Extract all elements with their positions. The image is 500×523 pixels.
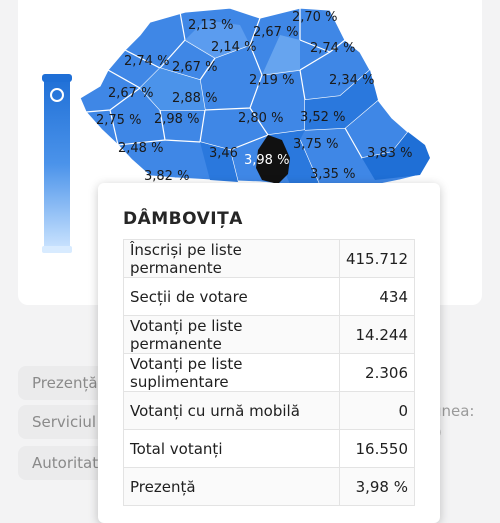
table-row: Secții de votare 434 <box>123 277 416 316</box>
map-label: 2,34 % <box>329 73 374 88</box>
row-value: 2.306 <box>338 353 416 392</box>
side-text-line1: unea: <box>432 402 475 420</box>
map-label: 2,74 % <box>124 54 169 69</box>
table-row: Total votanți 16.550 <box>123 429 416 468</box>
legend-handle[interactable] <box>50 88 64 102</box>
map-selected-label: 3,98 % <box>244 153 289 168</box>
row-label: Votanți pe liste suplimentare <box>123 353 340 392</box>
tooltip-title: DÂMBOVIȚA <box>123 209 243 229</box>
legend-color-scale <box>44 76 70 252</box>
map-label: 3,46 <box>209 146 238 161</box>
legend-bottom-cap <box>42 246 72 253</box>
map-label: 3,35 % <box>310 167 355 182</box>
table-row: Votanți pe liste permanente 14.244 <box>123 315 416 354</box>
row-label: Înscriși pe liste permanente <box>123 239 340 278</box>
map-label: 2,74 % <box>310 41 355 56</box>
county-tooltip: DÂMBOVIȚA Înscriși pe liste permanente 41… <box>98 183 440 523</box>
map-label: 2,48 % <box>118 141 163 156</box>
map-label: 2,13 % <box>188 18 233 33</box>
map-label: 2,67 % <box>108 86 153 101</box>
row-label: Total votanți <box>123 429 340 468</box>
map-label: 3,83 % <box>367 146 412 161</box>
row-label: Secții de votare <box>123 277 340 316</box>
row-value: 434 <box>338 277 416 316</box>
row-value: 16.550 <box>338 429 416 468</box>
map-label: 2,14 % <box>211 40 256 55</box>
legend-top-cap <box>42 74 72 82</box>
map-label: 2,67 % <box>172 60 217 75</box>
table-row: Votanți pe liste suplimentare 2.306 <box>123 353 416 392</box>
map-label: 2,88 % <box>172 91 217 106</box>
row-value: 415.712 <box>338 239 416 278</box>
map-label: 2,80 % <box>238 111 283 126</box>
county-stats-table: Înscriși pe liste permanente 415.712 Secț… <box>123 239 416 506</box>
map-label: 2,75 % <box>96 113 141 128</box>
map-label: 3,75 % <box>293 137 338 152</box>
map-label: 3,82 % <box>144 169 189 184</box>
row-value: 0 <box>338 391 416 430</box>
map-label: 3,52 % <box>300 110 345 125</box>
map-label: 2,67 % <box>253 25 298 40</box>
map-county-dambovita[interactable] <box>256 135 290 184</box>
table-row: Votanți cu urnă mobilă 0 <box>123 391 416 430</box>
map-label: 2,19 % <box>249 73 294 88</box>
row-value: 14.244 <box>338 315 416 354</box>
row-label: Votanți cu urnă mobilă <box>123 391 340 430</box>
map-label: 2,98 % <box>154 112 199 127</box>
row-label: Votanți pe liste permanente <box>123 315 340 354</box>
map-label: 2,70 % <box>292 10 337 25</box>
table-row: Înscriși pe liste permanente 415.712 <box>123 239 416 278</box>
